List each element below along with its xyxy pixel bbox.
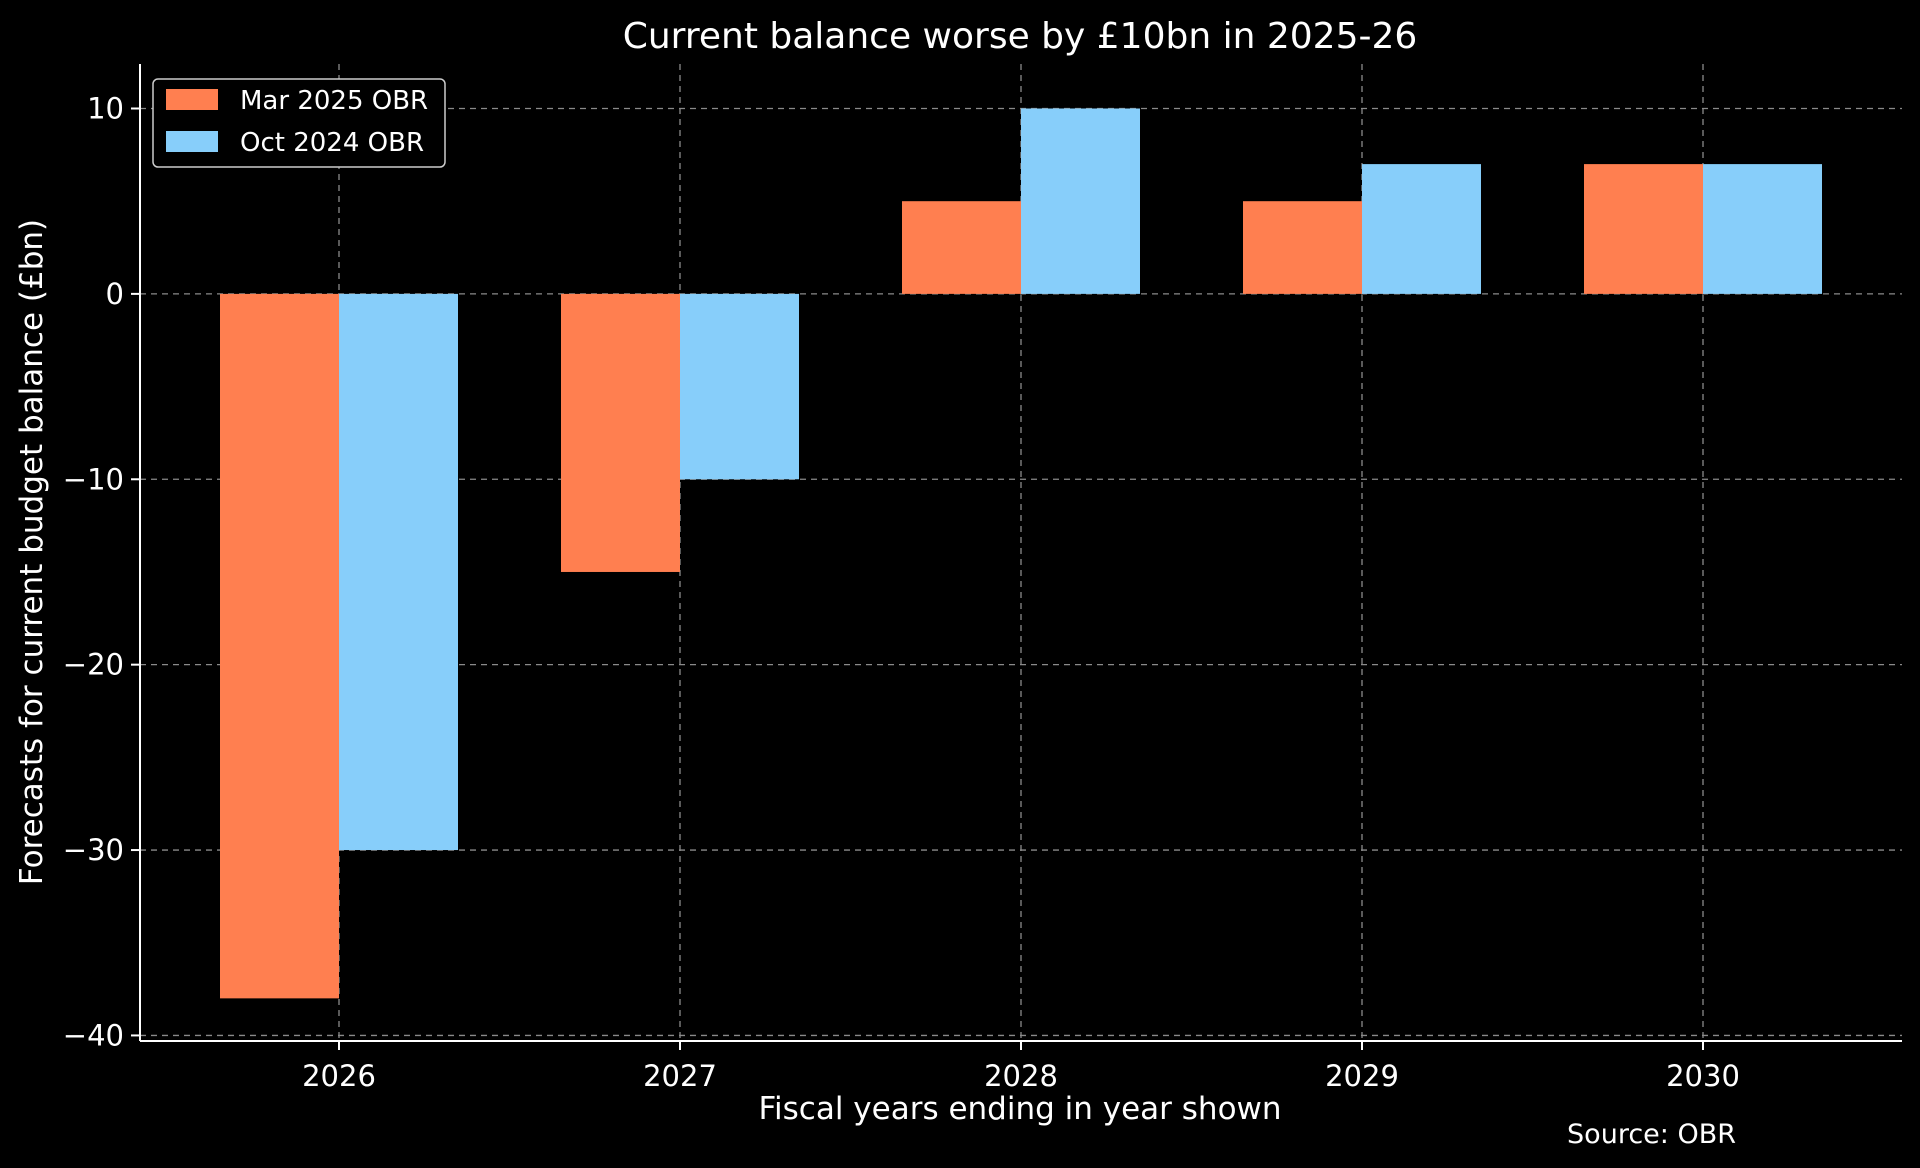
bar-oct-2024-2028 <box>1021 108 1140 294</box>
bar-oct-2024-2027 <box>680 293 799 480</box>
chart-title: Current balance worse by £10bn in 2025-2… <box>623 16 1418 57</box>
x-tick-label: 2029 <box>1325 1059 1399 1093</box>
bar-oct-2024-2026 <box>339 293 458 851</box>
x-tick-label: 2026 <box>302 1059 376 1093</box>
y-tick-label: −30 <box>63 833 124 867</box>
legend-label-mar-2025: Mar 2025 OBR <box>240 86 428 116</box>
y-tick-label: 10 <box>87 91 124 125</box>
x-tick-label: 2028 <box>984 1059 1058 1093</box>
legend-box <box>152 78 446 168</box>
legend: Mar 2025 OBR Oct 2024 OBR <box>152 78 446 168</box>
y-tick-label: −10 <box>63 462 124 496</box>
y-tick-label: −40 <box>63 1018 124 1052</box>
bar-mar-2025-2029 <box>1243 201 1362 294</box>
bar-mar-2025-2027 <box>561 293 680 572</box>
bar-oct-2024-2030 <box>1703 164 1822 294</box>
bars-group <box>220 108 1822 999</box>
x-axis-ticks: 2026 2027 2028 2029 2030 <box>302 1041 1740 1093</box>
y-tick-label: −20 <box>63 648 124 682</box>
bar-oct-2024-2029 <box>1362 164 1481 294</box>
y-axis-label: Forecasts for current budget balance (£b… <box>14 219 50 885</box>
bar-mar-2025-2026 <box>220 293 339 999</box>
legend-label-oct-2024: Oct 2024 OBR <box>240 128 424 158</box>
source-note: Source: OBR <box>1567 1119 1736 1150</box>
legend-swatch-mar-2025 <box>166 89 218 110</box>
legend-swatch-oct-2024 <box>166 131 218 152</box>
bar-mar-2025-2030 <box>1584 164 1703 294</box>
y-axis-ticks: 10 0 −10 −20 −30 −40 <box>63 91 140 1052</box>
bar-mar-2025-2028 <box>902 201 1021 294</box>
y-tick-label: 0 <box>106 277 124 311</box>
x-tick-label: 2030 <box>1666 1059 1740 1093</box>
x-tick-label: 2027 <box>643 1059 717 1093</box>
x-axis-label: Fiscal years ending in year shown <box>758 1091 1281 1127</box>
